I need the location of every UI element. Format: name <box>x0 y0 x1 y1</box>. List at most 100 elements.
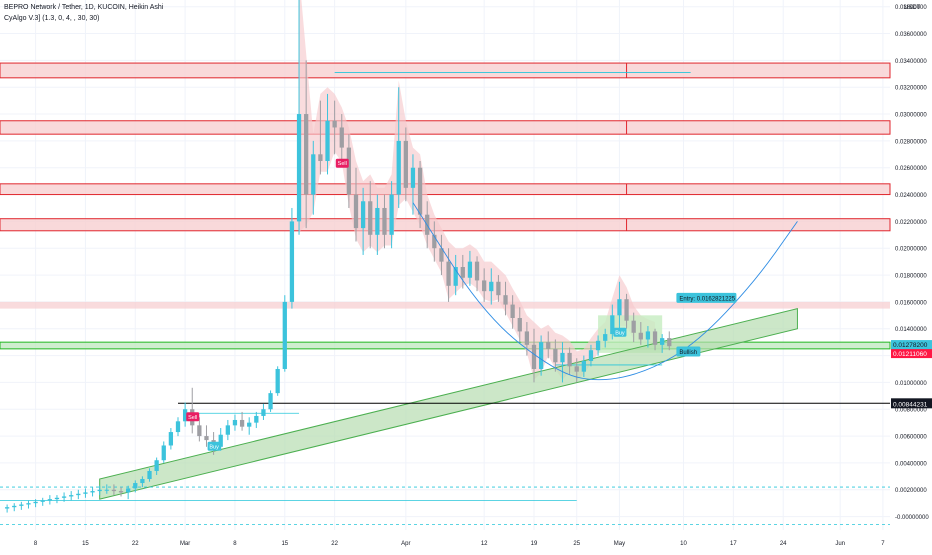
candle[interactable] <box>40 497 45 506</box>
candle[interactable] <box>19 501 24 510</box>
candle[interactable] <box>638 322 643 345</box>
candles[interactable] <box>4 0 672 513</box>
candle[interactable] <box>510 295 515 329</box>
candle[interactable] <box>667 331 672 351</box>
time-axis[interactable]: 8 15 22 Mar 8 15 22 Apr 12 19 25 May 10 17 24 Jun 7 <box>34 541 885 547</box>
candle[interactable] <box>239 411 245 431</box>
candle[interactable] <box>432 221 437 262</box>
candle[interactable] <box>289 207 295 309</box>
candle[interactable] <box>325 93 330 175</box>
candle[interactable] <box>631 312 636 343</box>
candle[interactable] <box>610 304 615 340</box>
candle[interactable] <box>225 419 230 441</box>
candle[interactable] <box>581 355 586 378</box>
candle[interactable] <box>617 281 622 329</box>
candle[interactable] <box>403 127 408 202</box>
candle[interactable] <box>111 484 117 496</box>
candle[interactable] <box>104 484 109 494</box>
candle[interactable] <box>296 0 302 235</box>
candle[interactable] <box>652 328 658 351</box>
candle[interactable] <box>503 281 508 316</box>
candle[interactable] <box>360 187 366 255</box>
candle[interactable] <box>268 390 273 412</box>
candle[interactable] <box>368 181 373 249</box>
candle[interactable] <box>275 366 280 396</box>
candle[interactable] <box>439 234 444 276</box>
candle[interactable] <box>33 499 38 508</box>
candle[interactable] <box>546 331 551 359</box>
candle[interactable] <box>446 248 451 302</box>
candle[interactable] <box>304 60 309 229</box>
candle[interactable] <box>489 268 494 305</box>
candle[interactable] <box>645 326 651 348</box>
candle[interactable] <box>389 181 394 249</box>
candle[interactable] <box>254 411 259 429</box>
candle[interactable] <box>261 403 266 420</box>
candle[interactable] <box>474 256 480 292</box>
candle[interactable] <box>560 342 565 383</box>
candle[interactable] <box>126 485 131 500</box>
candle[interactable] <box>603 328 608 348</box>
candle[interactable] <box>133 480 138 493</box>
candle[interactable] <box>332 100 337 155</box>
candle[interactable] <box>147 468 152 482</box>
candle[interactable] <box>318 100 323 175</box>
candle[interactable] <box>118 487 124 497</box>
candle[interactable] <box>574 358 579 383</box>
candle[interactable] <box>26 500 31 509</box>
candle[interactable] <box>553 339 558 372</box>
candle[interactable] <box>76 489 81 500</box>
candle[interactable] <box>453 254 458 296</box>
candle[interactable] <box>83 488 88 498</box>
candle[interactable] <box>588 344 594 367</box>
candle[interactable] <box>624 293 629 329</box>
candle[interactable] <box>12 503 17 512</box>
candle[interactable] <box>460 254 465 289</box>
candle[interactable] <box>247 417 252 435</box>
candle[interactable] <box>90 487 95 497</box>
candle[interactable] <box>182 402 188 427</box>
candle[interactable] <box>482 268 487 302</box>
candle[interactable] <box>353 167 359 242</box>
candle[interactable] <box>396 87 401 208</box>
candle[interactable] <box>282 295 287 372</box>
candle[interactable] <box>524 322 530 356</box>
candle[interactable] <box>47 495 52 505</box>
candle[interactable] <box>204 425 209 447</box>
candle[interactable] <box>467 250 473 286</box>
candle[interactable] <box>567 347 572 375</box>
candle[interactable] <box>517 307 522 343</box>
candle[interactable] <box>4 504 10 513</box>
candle[interactable] <box>54 495 60 504</box>
price-tick-label: 0.03000000 <box>895 113 927 119</box>
candle[interactable] <box>175 417 181 437</box>
candle[interactable] <box>375 194 380 255</box>
candle[interactable] <box>69 491 74 501</box>
candle[interactable] <box>311 140 316 215</box>
candle[interactable] <box>97 485 102 496</box>
candle[interactable] <box>197 417 202 442</box>
price-tick-label: 0.03200000 <box>895 86 927 92</box>
price-axis[interactable]: 0.03800000 0.03600000 0.03400000 0.03200000… <box>891 5 932 521</box>
candle[interactable] <box>538 335 544 376</box>
candle[interactable] <box>154 457 159 475</box>
candle[interactable] <box>346 134 352 208</box>
candle[interactable] <box>496 275 501 302</box>
candle[interactable] <box>660 334 665 353</box>
candle[interactable] <box>595 335 601 356</box>
candle[interactable] <box>218 428 223 451</box>
candle[interactable] <box>339 114 344 166</box>
candle[interactable] <box>168 428 174 450</box>
candle[interactable] <box>232 414 238 431</box>
candle[interactable] <box>410 154 416 215</box>
candle[interactable] <box>140 476 145 488</box>
candle[interactable] <box>161 441 166 463</box>
indicator-legend[interactable]: CyAlgo V.3] (1.3, 0, 4, , 30, 30) <box>4 15 100 22</box>
candle[interactable] <box>417 161 423 229</box>
candle[interactable] <box>61 492 67 502</box>
candle[interactable] <box>531 328 537 383</box>
candle-body <box>76 493 81 496</box>
candle[interactable] <box>382 194 387 249</box>
